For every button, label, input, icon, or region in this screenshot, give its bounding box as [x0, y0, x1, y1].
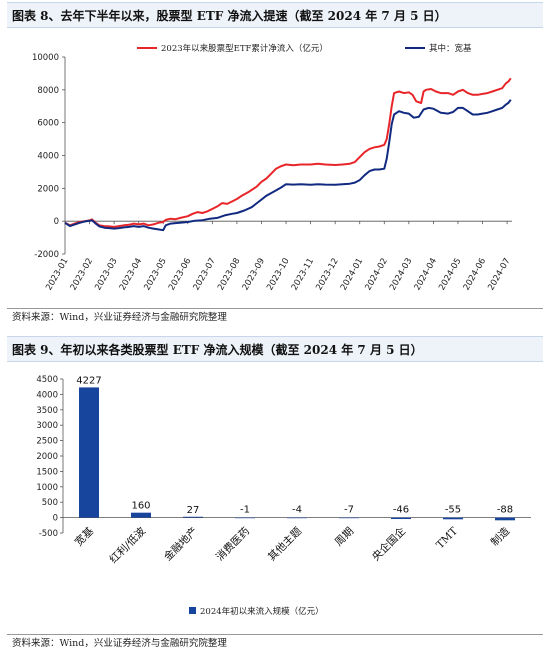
category-label: 消费医药 — [213, 525, 252, 564]
x-tick-label: 2023-07 — [192, 257, 218, 293]
y-tick-label: 2000 — [37, 184, 59, 194]
y-tick-label: 2000 — [36, 452, 58, 462]
x-tick-label: 2023-11 — [290, 257, 316, 293]
y-tick-label: 4500 — [36, 375, 58, 385]
x-tick-label: 2023-12 — [314, 257, 340, 293]
x-tick-label: 2023-09 — [241, 257, 267, 293]
bar-value-label: -88 — [497, 505, 513, 516]
category-label: TMT — [434, 525, 460, 551]
x-tick-label: 2023-01 — [44, 257, 70, 293]
y-tick-label: 3000 — [36, 421, 58, 431]
x-tick-label: 2024-01 — [339, 257, 365, 293]
y-tick-label: 2500 — [36, 437, 58, 447]
bar-value-label: 27 — [187, 505, 200, 516]
category-label: 红利/低波 — [107, 524, 149, 566]
legend-label: 2024年初以来流入规模（亿元） — [200, 606, 324, 617]
x-tick-label: 2024-04 — [413, 257, 439, 293]
x-tick-label: 2024-03 — [388, 257, 414, 293]
bar-value-label: -55 — [445, 505, 461, 516]
y-tick-label: 500 — [42, 498, 58, 508]
bar-value-label: 160 — [131, 501, 150, 512]
series-line-total — [64, 77, 512, 228]
bar-value-label: -46 — [393, 505, 409, 516]
category-label: 金融地产 — [161, 525, 200, 564]
category-label: 其他主题 — [265, 524, 304, 563]
x-tick-label: 2023-02 — [69, 257, 95, 293]
legend-swatch — [189, 607, 196, 614]
bar — [443, 517, 463, 520]
y-tick-label: 0 — [54, 217, 59, 227]
legend-label-total: 2023年以来股票型ETF累计净流入（亿元） — [161, 43, 328, 54]
chart2-title: 图表 9、年初以来各类股票型 ETF 净流入规模（截至 2024 年 7 月 5… — [7, 336, 543, 362]
bar — [79, 387, 99, 518]
bar — [235, 517, 255, 519]
bar — [287, 517, 307, 519]
chart2-source: 资料来源：Wind，兴业证券经济与金融研究院整理 — [7, 634, 543, 652]
y-tick-label: -2000 — [34, 250, 59, 260]
bar-value-label: -1 — [240, 505, 250, 516]
y-tick-label: 4000 — [37, 152, 59, 162]
chart1-source: 资料来源：Wind，兴业证券经济与金融研究院整理 — [7, 308, 543, 326]
category-label: 宽基 — [72, 524, 96, 548]
bar — [339, 517, 359, 519]
bar-value-label: 4227 — [76, 375, 101, 386]
y-tick-label: 6000 — [37, 119, 59, 129]
legend-label-broad-based: 其中：宽基 — [429, 43, 472, 54]
x-tick-label: 2023-08 — [216, 257, 242, 293]
bar — [183, 516, 203, 518]
x-tick-label: 2024-02 — [363, 257, 389, 293]
y-tick-label: 0 — [53, 514, 58, 524]
x-tick-label: 2023-05 — [142, 257, 168, 293]
bar — [495, 517, 515, 521]
category-label: 制造 — [488, 524, 512, 548]
bar-value-label: -7 — [344, 505, 354, 516]
category-label: 周期 — [333, 525, 356, 548]
y-tick-label: 1000 — [36, 483, 58, 493]
bar-value-label: -4 — [292, 505, 302, 516]
y-tick-label: 8000 — [37, 86, 59, 96]
chart-panel-category-inflow: 图表 9、年初以来各类股票型 ETF 净流入规模（截至 2024 年 7 月 5… — [7, 336, 543, 654]
chart1-title: 图表 8、去年下半年以来，股票型 ETF 净流入提速（截至 2024 年 7 月… — [7, 2, 543, 28]
x-tick-label: 2023-03 — [93, 257, 119, 293]
bar — [131, 512, 151, 518]
x-tick-label: 2024-06 — [462, 257, 488, 293]
bar — [391, 517, 411, 520]
series-line-broad-based — [64, 99, 512, 232]
line-chart: -200002000400060008000100002023-012023-0… — [32, 43, 513, 293]
bar-chart: -500 0 500 1000 1500 2000 2500 3000 3500 4000 4500… — [36, 375, 531, 617]
category-label: 央企国企 — [369, 524, 408, 563]
x-tick-label: 2023-10 — [265, 257, 291, 293]
x-tick-label: 2023-04 — [118, 257, 144, 293]
y-tick-label: -500 — [39, 529, 58, 539]
y-tick-label: 4000 — [36, 390, 58, 400]
chart-panel-cumulative-inflow: 图表 8、去年下半年以来，股票型 ETF 净流入提速（截至 2024 年 7 月… — [7, 2, 543, 328]
y-tick-label: 10000 — [32, 53, 59, 63]
x-tick-label: 2024-05 — [437, 257, 463, 293]
y-tick-label: 1500 — [36, 467, 58, 477]
y-tick-label: 3500 — [36, 406, 58, 416]
x-tick-label: 2023-06 — [167, 257, 193, 293]
x-tick-label: 2024-07 — [486, 256, 512, 292]
